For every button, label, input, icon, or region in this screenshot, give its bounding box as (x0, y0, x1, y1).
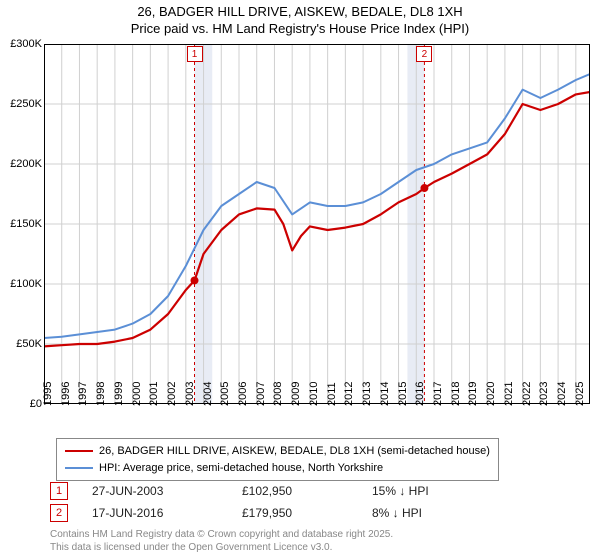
chart-svg (44, 44, 590, 404)
x-axis-tick: 2011 (326, 382, 338, 406)
x-axis-tick: 2014 (379, 382, 391, 406)
x-axis-tick: 2016 (414, 382, 426, 406)
legend-item: 26, BADGER HILL DRIVE, AISKEW, BEDALE, D… (65, 443, 490, 460)
y-axis-tick: £0 (30, 398, 42, 410)
x-axis-tick: 1996 (60, 382, 72, 406)
chart-plot-area (44, 44, 590, 404)
x-axis-tick: 2020 (485, 382, 497, 406)
chart-marker-badge: 2 (416, 46, 432, 62)
footer-line2: This data is licensed under the Open Gov… (50, 542, 332, 553)
legend: 26, BADGER HILL DRIVE, AISKEW, BEDALE, D… (56, 438, 499, 481)
y-axis-tick: £50K (16, 338, 42, 350)
marker-pct: 15% ↓ HPI (372, 484, 482, 498)
x-axis-tick: 2019 (467, 382, 479, 406)
x-axis-tick: 1995 (42, 382, 54, 406)
x-axis-tick: 2013 (361, 382, 373, 406)
marker-date: 17-JUN-2016 (92, 506, 242, 520)
legend-swatch (65, 467, 93, 469)
x-axis-tick: 1997 (77, 382, 89, 406)
x-axis-tick: 2001 (148, 382, 160, 406)
y-axis-tick: £250K (10, 98, 42, 110)
legend-label: 26, BADGER HILL DRIVE, AISKEW, BEDALE, D… (99, 443, 490, 460)
marker-row: 1 27-JUN-2003£102,95015% ↓ HPI (50, 480, 482, 502)
marker-date: 27-JUN-2003 (92, 484, 242, 498)
x-axis-tick: 2022 (521, 382, 533, 406)
title-line2: Price paid vs. HM Land Registry's House … (131, 21, 469, 36)
marker-row: 2 17-JUN-2016£179,9508% ↓ HPI (50, 502, 482, 524)
x-axis-tick: 2002 (166, 382, 178, 406)
x-axis-tick: 1999 (113, 382, 125, 406)
y-axis-tick: £300K (10, 38, 42, 50)
y-axis-tick: £100K (10, 278, 42, 290)
marker-badge: 2 (50, 504, 68, 522)
footer-attribution: Contains HM Land Registry data © Crown c… (50, 528, 393, 554)
x-axis-tick: 2025 (574, 382, 586, 406)
x-axis-tick: 2004 (202, 382, 214, 406)
x-axis-tick: 2017 (432, 382, 444, 406)
legend-item: HPI: Average price, semi-detached house,… (65, 460, 490, 477)
x-axis-tick: 2007 (255, 382, 267, 406)
legend-label: HPI: Average price, semi-detached house,… (99, 460, 383, 477)
sale-markers-table: 1 27-JUN-2003£102,95015% ↓ HPI 2 17-JUN-201… (50, 480, 482, 524)
x-axis-tick: 2023 (538, 382, 550, 406)
x-axis-tick: 2000 (131, 382, 143, 406)
footer-line1: Contains HM Land Registry data © Crown c… (50, 529, 393, 540)
marker-badge: 1 (50, 482, 68, 500)
x-axis-tick: 2009 (290, 382, 302, 406)
chart-title: 26, BADGER HILL DRIVE, AISKEW, BEDALE, D… (0, 0, 600, 38)
x-axis-tick: 2003 (184, 382, 196, 406)
y-axis-tick: £150K (10, 218, 42, 230)
legend-swatch (65, 450, 93, 452)
x-axis-tick: 2006 (237, 382, 249, 406)
x-axis-tick: 2018 (450, 382, 462, 406)
x-axis-tick: 1998 (95, 382, 107, 406)
title-line1: 26, BADGER HILL DRIVE, AISKEW, BEDALE, D… (137, 4, 462, 19)
x-axis-tick: 2024 (556, 382, 568, 406)
marker-price: £179,950 (242, 506, 372, 520)
x-axis-tick: 2010 (308, 382, 320, 406)
marker-pct: 8% ↓ HPI (372, 506, 482, 520)
x-axis-tick: 2021 (503, 382, 515, 406)
y-axis-tick: £200K (10, 158, 42, 170)
marker-price: £102,950 (242, 484, 372, 498)
chart-marker-badge: 1 (187, 46, 203, 62)
x-axis-tick: 2015 (397, 382, 409, 406)
x-axis-tick: 2005 (219, 382, 231, 406)
x-axis-tick: 2012 (343, 382, 355, 406)
x-axis-tick: 2008 (272, 382, 284, 406)
